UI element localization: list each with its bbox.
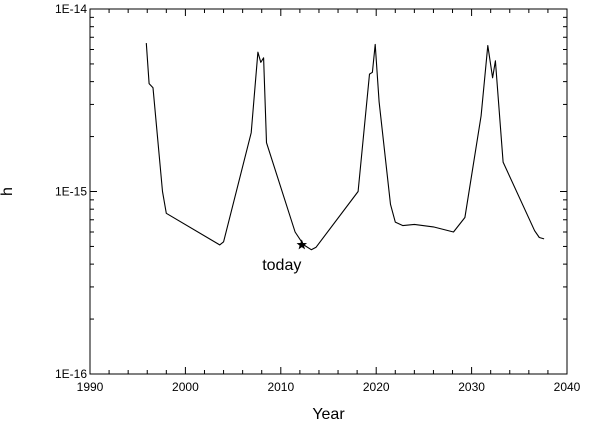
- today-star-marker: [296, 239, 308, 250]
- y-tick-label: 1E-14: [55, 2, 87, 16]
- x-tick-label: 2010: [267, 380, 294, 394]
- series-line: [145, 43, 545, 251]
- y-axis-label: h: [0, 187, 16, 196]
- x-tick-label: 2020: [363, 380, 390, 394]
- today-annotation: today: [262, 257, 301, 274]
- x-axis-label: Year: [312, 406, 345, 423]
- x-tick-label: 2000: [172, 380, 199, 394]
- y-tick-label: 1E-15: [55, 185, 87, 199]
- x-tick-label: 1990: [77, 380, 104, 394]
- x-tick-label: 2030: [458, 380, 485, 394]
- x-tick-label: 2040: [554, 380, 581, 394]
- y-tick-label: 1E-16: [55, 367, 87, 381]
